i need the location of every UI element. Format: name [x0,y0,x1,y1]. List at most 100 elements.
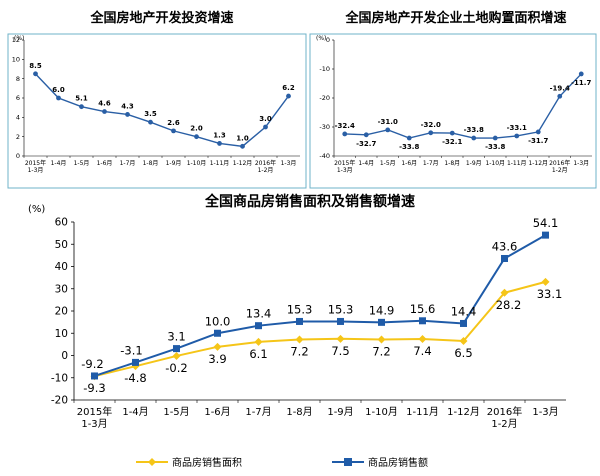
data-label-area: 7.2 [290,344,308,358]
data-point [102,109,107,114]
data-label: -33.8 [485,143,505,151]
x-tick-label: 1-9月 [327,406,353,418]
data-label-area: 3.9 [208,352,226,366]
data-label-value: -3.1 [120,343,142,357]
land-chart-title: 全国房地产开发企业土地购置面积增速 [344,10,566,26]
x-tick-label: 1-4月 [122,406,148,418]
x-tick-label: 2016年 [255,159,276,167]
y-tick-label: -20 [319,94,330,102]
x-tick-label: 1-3月 [573,160,589,167]
legend-label-value: 商品房销售额 [368,456,428,469]
y-tick-label: 40 [55,261,68,273]
x-tick-label: 1-3月 [337,167,353,174]
data-label-area: -9.3 [83,381,105,395]
data-label: 1.3 [213,131,226,139]
data-label-area: 7.5 [331,344,349,358]
data-label: -32.4 [335,122,355,130]
x-tick-label: 1-4月 [358,160,374,167]
y-tick-label: 50 [55,239,68,251]
data-point [385,127,391,133]
data-label-area: -4.8 [124,371,146,385]
x-tick-label: 1-5月 [74,160,90,167]
data-label-area: 6.1 [249,347,267,361]
data-point-value [214,329,221,337]
data-label-area: 33.1 [537,287,563,301]
data-label-value: -9.2 [81,357,103,371]
x-tick-label: 1-12月 [528,160,548,167]
data-label: -33.8 [399,143,419,151]
data-label: 2.0 [190,125,203,133]
data-point-value [173,345,180,353]
data-point-value [501,254,508,262]
data-point-area [336,334,345,343]
y-tick-label: 10 [55,328,68,340]
y-tick-label: 30 [55,283,68,295]
x-tick-label: 1-5月 [163,406,189,418]
data-label: 8.5 [29,62,42,70]
x-tick-label: 1-9月 [166,160,182,167]
data-point [535,129,541,135]
data-label-value: 3.1 [167,330,185,344]
data-label: 4.3 [121,102,134,110]
sales-chart-title: 全国商品房销售面积及销售额增速 [204,193,415,210]
data-label-value: 10.0 [205,314,231,328]
data-label: 6.2 [282,84,295,92]
x-tick-label: 1-6月 [401,160,417,167]
investment-chart-unit: (%) [14,35,24,42]
data-point-area [418,335,427,344]
x-tick-label: 1-3月 [532,406,558,418]
y-tick-label: 60 [55,217,68,229]
data-point-area [254,337,263,346]
x-tick-label: 1-8月 [286,406,312,418]
data-label: 2.6 [167,119,180,127]
data-label-area: 6.5 [454,346,472,360]
data-label-value: 15.3 [328,302,354,316]
x-tick-label: 1-11月 [406,406,439,418]
data-point-area [172,351,181,360]
legend-swatch-square [344,458,352,466]
data-label: -32.0 [421,121,441,129]
x-tick-label: 1-3月 [81,418,107,430]
data-point [56,95,61,101]
y-tick-label: 6 [16,94,20,102]
data-label: -33.8 [464,126,484,134]
data-point [342,131,348,137]
data-label: 3.5 [144,110,157,118]
data-point-value [460,319,467,327]
y-tick-label: 2 [16,133,20,141]
data-point-value [91,372,98,380]
x-tick-label: 1-7月 [120,160,136,167]
data-point-value [255,322,262,330]
y-tick-label: -20 [51,395,68,407]
data-point [492,135,498,141]
series-line-value [94,234,546,377]
data-point [263,124,268,130]
data-point [79,104,84,110]
data-label: 4.6 [98,100,111,108]
data-point [194,134,199,140]
data-point-value [337,317,344,325]
land-purchase-growth-chart: 全国房地产开发企业土地购置面积增速 (%) -40 -30 -20 -10 0 2015年… [309,10,597,189]
data-label: 3.0 [259,115,272,123]
data-point-value [132,358,139,366]
y-tick-label: -10 [319,65,330,73]
sales-growth-chart: 全国商品房销售面积及销售额增速 (%) -20 -10 0 10 20 30 40 50 60 2… [28,193,566,430]
y-tick-label: 10 [12,56,20,64]
data-label-value: 43.6 [492,239,518,253]
data-point-value [296,317,303,325]
data-point [125,112,130,117]
data-label: -31.0 [378,118,398,126]
data-label-value: 54.1 [533,216,559,230]
x-tick-label: 1-6月 [204,406,230,418]
data-point [363,132,369,138]
x-tick-label: 1-2月 [258,167,274,174]
x-tick-label: 1-5月 [380,160,396,167]
data-point-value [542,231,549,239]
data-point [217,141,222,146]
x-tick-label: 1-7月 [245,406,271,418]
x-tick-label: 1-12月 [447,406,480,418]
x-tick-label: 1-11月 [507,160,527,167]
data-point-value [378,318,385,326]
